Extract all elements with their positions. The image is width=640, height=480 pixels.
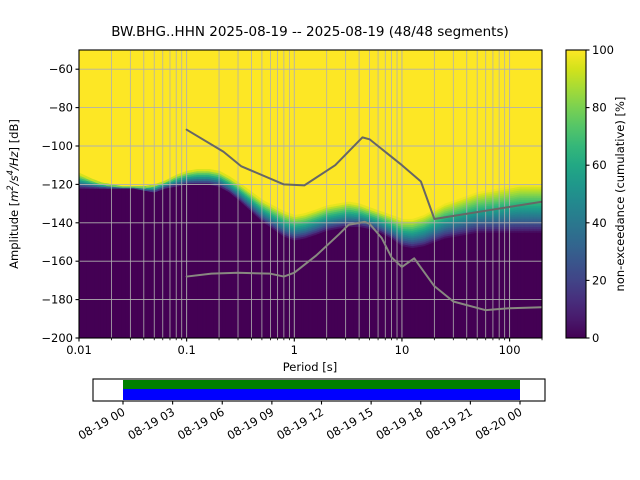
x-tick-label: 10 bbox=[395, 343, 410, 357]
noise-model-lines bbox=[185, 128, 542, 312]
x-axis-label: Period [s] bbox=[283, 360, 337, 374]
coverage-tick-label: 08-19 15 bbox=[324, 405, 376, 443]
coverage-tick-label: 08-19 00 bbox=[76, 405, 128, 443]
colorbar-frame bbox=[565, 49, 587, 339]
coverage-tick-label: 08-19 09 bbox=[225, 405, 277, 443]
y-tick-label: −160 bbox=[41, 254, 73, 268]
y-tick-label: −60 bbox=[49, 62, 73, 76]
colorbar-tick-label: 40 bbox=[592, 216, 607, 230]
coverage-tick-label: 08-19 03 bbox=[125, 405, 177, 443]
coverage-tick-label: 08-19 12 bbox=[274, 405, 326, 443]
y-tick-label: −100 bbox=[41, 139, 73, 153]
y-axis-label: Amplitude [m2/s4/Hz] [dB] bbox=[5, 119, 21, 269]
x-tick-label: 0.1 bbox=[178, 343, 196, 357]
coverage-tick-label: 08-20 00 bbox=[473, 405, 525, 443]
x-tick-label: 100 bbox=[499, 343, 521, 357]
y-tick-label: −200 bbox=[41, 331, 73, 345]
colorbar-tick-label: 80 bbox=[592, 101, 607, 115]
y-tick-label: −140 bbox=[41, 216, 73, 230]
colorbar-tick-label: 100 bbox=[592, 43, 614, 57]
y-tick-label: −180 bbox=[41, 293, 73, 307]
coverage-data-bar bbox=[123, 389, 520, 400]
plot-gridlines bbox=[78, 50, 543, 338]
x-axis-ticks: 0.01 0.1 1 10 100 bbox=[66, 338, 543, 357]
coverage-segments-bar bbox=[123, 380, 520, 389]
x-tick-label: 1 bbox=[291, 343, 298, 357]
colorbar-label: non-exceedance (cumulative) [%] bbox=[613, 97, 627, 292]
coverage-tick-label: 08-19 06 bbox=[175, 405, 227, 443]
coverage-tick-label: 08-19 18 bbox=[373, 405, 425, 443]
y-tick-label: −80 bbox=[49, 101, 73, 115]
y-tick-label: −120 bbox=[41, 177, 73, 191]
colorbar-ticks: 0 20 40 60 80 100 bbox=[586, 43, 614, 345]
colorbar-tick-label: 60 bbox=[592, 158, 607, 172]
colorbar-tick-label: 0 bbox=[592, 331, 599, 345]
page-title: BW.BHG..HHN 2025-08-19 -- 2025-08-19 (48… bbox=[111, 24, 509, 40]
psd-axes-frame bbox=[78, 49, 543, 339]
colorbar-tick-label: 20 bbox=[592, 273, 607, 287]
colorbar-gradient bbox=[566, 50, 586, 338]
y-axis-ticks: −60 −80 −100 −120 −140 −160 −180 −200 bbox=[41, 62, 79, 345]
x-tick-label: 0.01 bbox=[66, 343, 92, 357]
coverage-tick-label: 08-19 21 bbox=[423, 405, 475, 443]
coverage-axis-ticks bbox=[122, 401, 521, 405]
